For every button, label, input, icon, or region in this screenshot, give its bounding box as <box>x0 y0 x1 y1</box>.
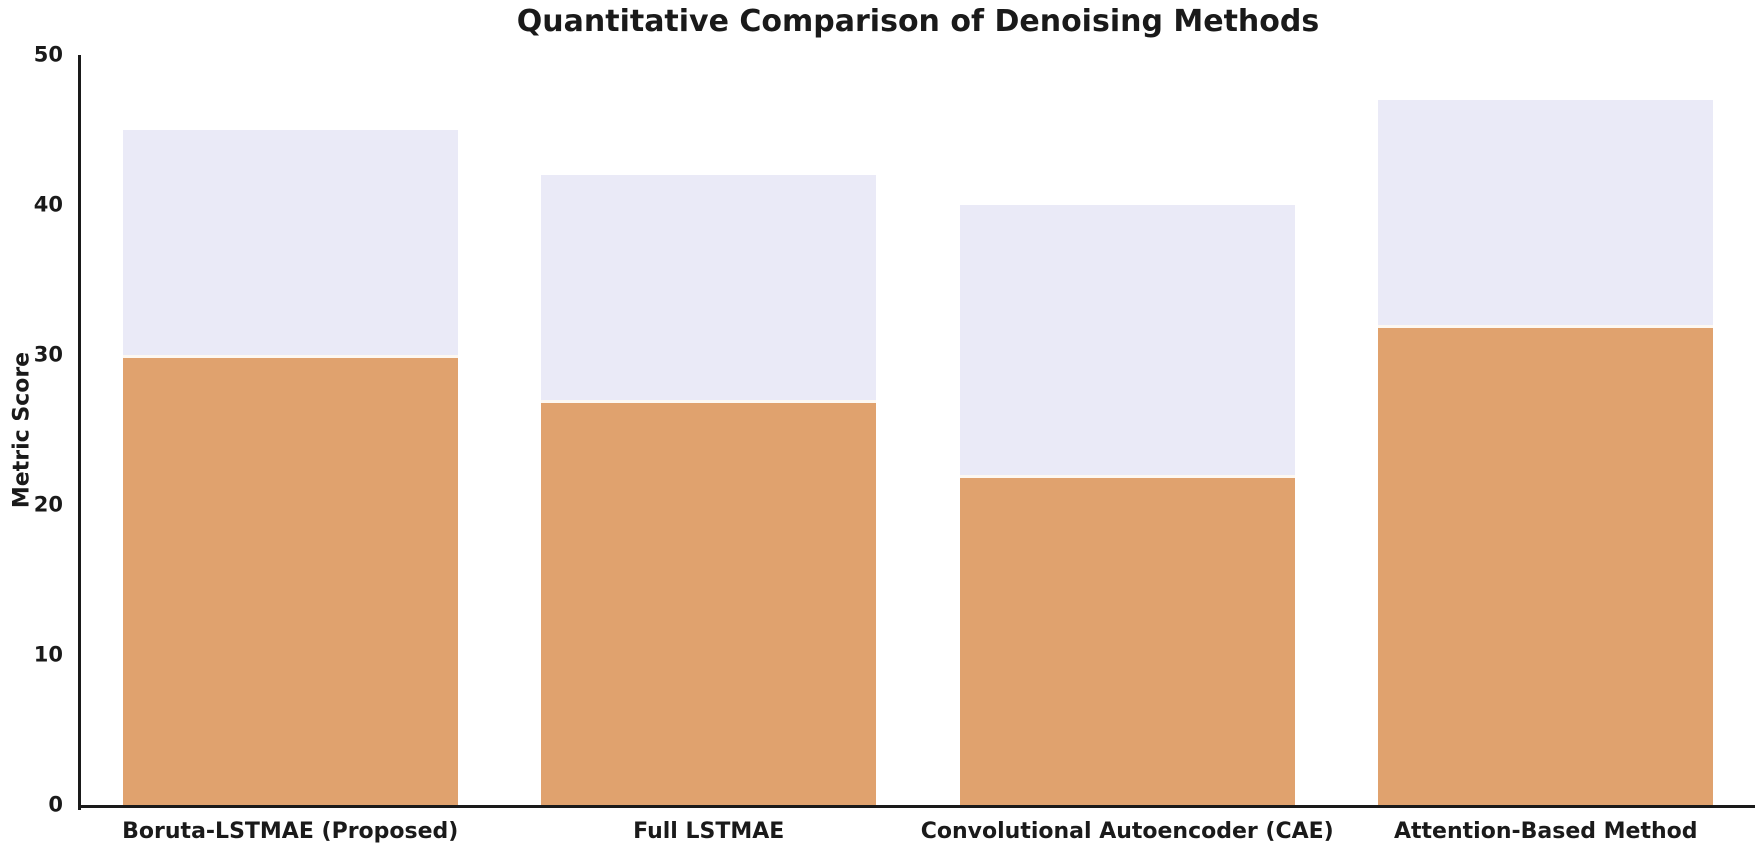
category-slot: Convolutional Autoencoder (CAE) <box>918 55 1337 844</box>
x-tick-label: Convolutional Autoencoder (CAE) <box>920 819 1334 844</box>
y-tick-label: 40 <box>33 192 63 217</box>
x-tick-label: Boruta-LSTMAE (Proposed) <box>122 819 459 844</box>
y-tick-label: 30 <box>33 342 63 367</box>
foreground-orange-bar <box>1378 325 1714 805</box>
foreground-orange-bar <box>959 475 1295 805</box>
y-tick-label: 20 <box>33 492 63 517</box>
y-axis-spine <box>78 55 81 810</box>
y-axis-title: Metric Score <box>9 351 35 509</box>
y-tick-label: 10 <box>33 642 63 667</box>
category-slot: Attention-Based Method <box>1337 55 1755 844</box>
x-tick-label: Full LSTMAE <box>633 819 785 844</box>
x-tick-label: Attention-Based Method <box>1394 819 1698 844</box>
plot-area: Metric Score 0 10 20 30 40 50 Boruta-LSTMAE (… <box>10 44 1755 844</box>
foreground-orange-bar <box>122 355 458 805</box>
chart-title: Quantitative Comparison of Denoising Met… <box>516 4 1320 39</box>
y-tick-label: 0 <box>48 792 63 817</box>
y-tick-label: 50 <box>33 42 63 67</box>
foreground-orange-bar <box>541 400 877 805</box>
x-axis-spine <box>78 805 1755 808</box>
category-slot: Full LSTMAE <box>500 55 919 844</box>
category-slot: Boruta-LSTMAE (Proposed) <box>81 55 500 844</box>
